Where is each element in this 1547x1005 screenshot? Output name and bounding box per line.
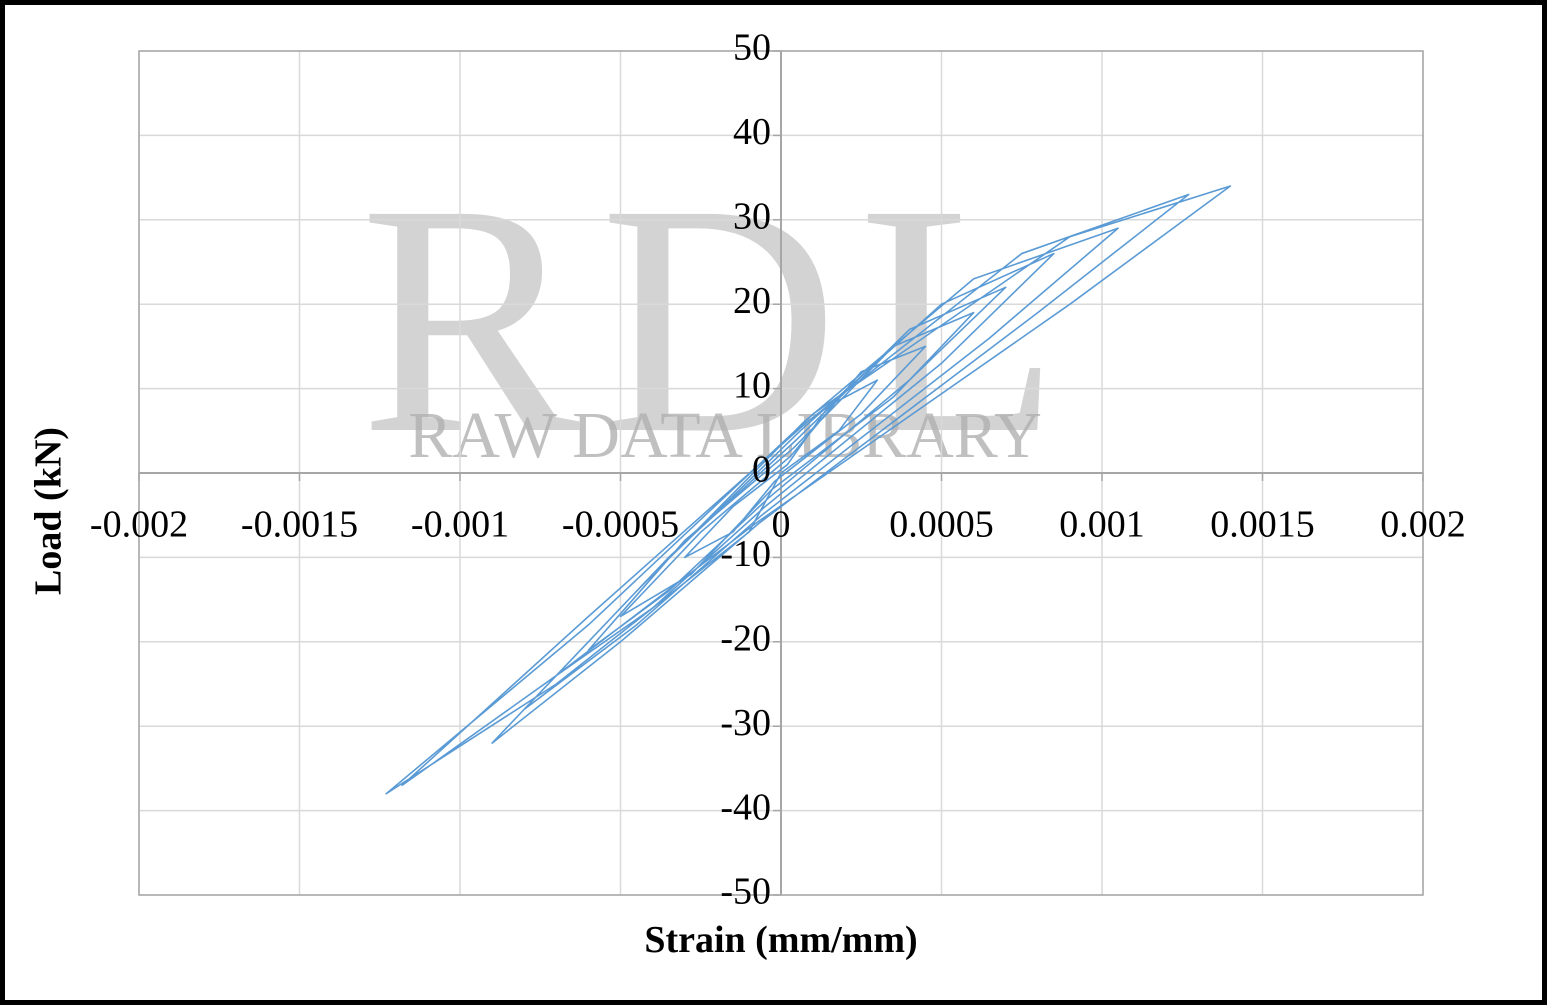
y-tick-label: -40 [720,786,771,828]
y-tick-label: -50 [720,871,771,913]
x-axis-title: Strain (mm/mm) [644,919,917,961]
y-axis-title: Load (kN) [28,427,70,595]
y-tick-label: 0 [752,449,771,491]
y-tick-label: 40 [733,111,771,153]
x-tick-label: 0.001 [1059,504,1145,546]
x-tick-label: -0.0005 [562,504,679,546]
y-tick-label: -30 [720,702,771,744]
y-tick-label: 20 [733,280,771,322]
x-tick-label: 0.002 [1380,504,1466,546]
x-tick-label: -0.001 [411,504,509,546]
x-tick-label: -0.002 [90,504,188,546]
y-tick-label: 50 [733,27,771,69]
watermark-logo: RDL [360,137,1080,502]
x-tick-label: 0.0015 [1210,504,1315,546]
y-tick-label: -10 [720,533,771,575]
y-tick-label: 10 [733,364,771,406]
x-tick-label: 0 [772,504,791,546]
x-tick-label: -0.0015 [241,504,358,546]
watermark-text: RAW DATA LIBRARY [408,399,1042,472]
y-tick-label: -20 [720,618,771,660]
data-line [385,185,1232,795]
x-tick-label: 0.0005 [889,504,994,546]
y-tick-label: 30 [733,196,771,238]
